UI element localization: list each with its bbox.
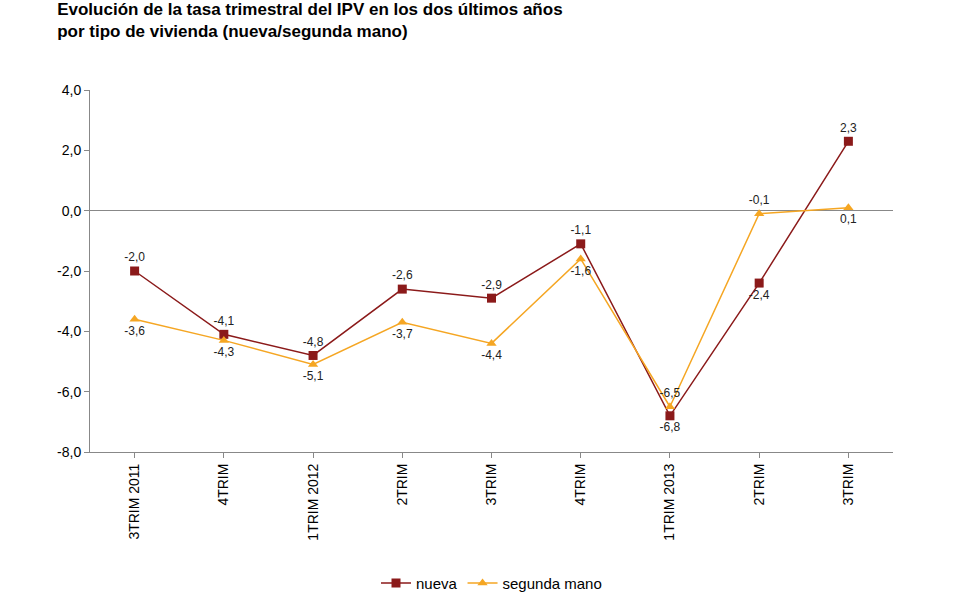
svg-text:Evolución de la tasa trimestra: Evolución de la tasa trimestral del IPV …: [57, 0, 562, 41]
svg-text:-4,8: -4,8: [303, 335, 324, 349]
svg-text:segunda mano: segunda mano: [503, 575, 602, 592]
svg-text:-1,1: -1,1: [570, 223, 591, 237]
svg-text:-2,4: -2,4: [749, 288, 770, 302]
svg-text:-8,0: -8,0: [57, 444, 81, 460]
svg-text:-1,6: -1,6: [570, 264, 591, 278]
svg-text:-2,0: -2,0: [124, 250, 145, 264]
svg-text:-5,1: -5,1: [303, 369, 324, 383]
svg-text:-3,6: -3,6: [124, 324, 145, 338]
svg-text:-4,4: -4,4: [481, 348, 502, 362]
svg-text:0,1: 0,1: [840, 212, 857, 226]
svg-text:-6,0: -6,0: [57, 384, 81, 400]
svg-text:-6,8: -6,8: [660, 420, 681, 434]
svg-text:-6,5: -6,5: [660, 386, 681, 400]
svg-text:4TRIM: 4TRIM: [215, 464, 231, 506]
svg-text:-3,7: -3,7: [392, 327, 413, 341]
svg-text:3TRIM 2011: 3TRIM 2011: [126, 463, 142, 539]
svg-text:2,3: 2,3: [840, 121, 857, 135]
svg-text:-2,6: -2,6: [392, 268, 413, 282]
svg-text:-2,0: -2,0: [57, 263, 81, 279]
svg-text:2TRIM: 2TRIM: [394, 464, 410, 506]
svg-text:3TRIM: 3TRIM: [840, 464, 856, 506]
svg-text:4TRIM: 4TRIM: [572, 464, 588, 506]
svg-text:-0,1: -0,1: [749, 193, 770, 207]
svg-text:4,0: 4,0: [62, 82, 82, 98]
svg-text:1TRIM 2012: 1TRIM 2012: [305, 463, 321, 540]
svg-text:2,0: 2,0: [62, 142, 82, 158]
svg-text:-4,1: -4,1: [213, 314, 234, 328]
svg-text:-2,9: -2,9: [481, 278, 502, 292]
svg-text:2TRIM: 2TRIM: [751, 464, 767, 506]
svg-text:-4,3: -4,3: [213, 345, 234, 359]
svg-text:nueva: nueva: [416, 575, 458, 592]
svg-text:-4,0: -4,0: [57, 323, 81, 339]
svg-text:1TRIM 2013: 1TRIM 2013: [661, 463, 677, 540]
svg-text:3TRIM: 3TRIM: [483, 464, 499, 506]
svg-text:0,0: 0,0: [62, 203, 82, 219]
